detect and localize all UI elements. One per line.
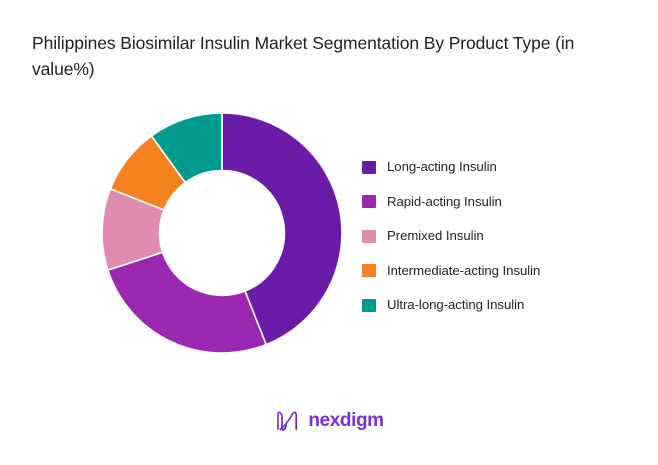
- legend-item-label: Long-acting Insulin: [387, 159, 497, 175]
- donut-slice[interactable]: [221, 113, 342, 346]
- legend-item-label: Premixed Insulin: [387, 228, 484, 244]
- legend-item[interactable]: Rapid-acting Insulin: [362, 185, 632, 220]
- legend-item-label: Rapid-acting Insulin: [387, 193, 502, 209]
- donut-slice-group: [102, 113, 342, 353]
- brand-logo: nexdigm: [0, 408, 658, 434]
- legend-item[interactable]: Ultra-long-acting Insulin: [362, 288, 632, 323]
- legend-item-label: Ultra-long-acting Insulin: [387, 297, 525, 313]
- legend-item-label: Intermediate-acting Insulin: [387, 262, 541, 278]
- legend-item[interactable]: Premixed Insulin: [362, 219, 632, 254]
- legend-color-swatch: [362, 264, 376, 278]
- legend-item[interactable]: Long-acting Insulin: [362, 150, 632, 185]
- chart-title: Philippines Biosimilar Insulin Market Se…: [32, 33, 575, 79]
- donut-slice[interactable]: [150, 113, 223, 184]
- donut-slice[interactable]: [106, 251, 268, 353]
- legend-color-swatch: [362, 160, 376, 174]
- legend-color-swatch: [362, 229, 376, 243]
- legend-color-swatch: [362, 195, 376, 209]
- donut-chart-svg: [102, 113, 342, 353]
- legend-item[interactable]: Intermediate-acting Insulin: [362, 254, 632, 289]
- brand-wordmark: nexdigm: [308, 410, 384, 431]
- nexdigm-monogram-icon: [277, 411, 298, 431]
- chart-legend: Long-acting Insulin Rapid-acting Insulin P…: [362, 150, 632, 323]
- legend-color-swatch: [362, 298, 376, 312]
- donut-chart: [102, 113, 342, 353]
